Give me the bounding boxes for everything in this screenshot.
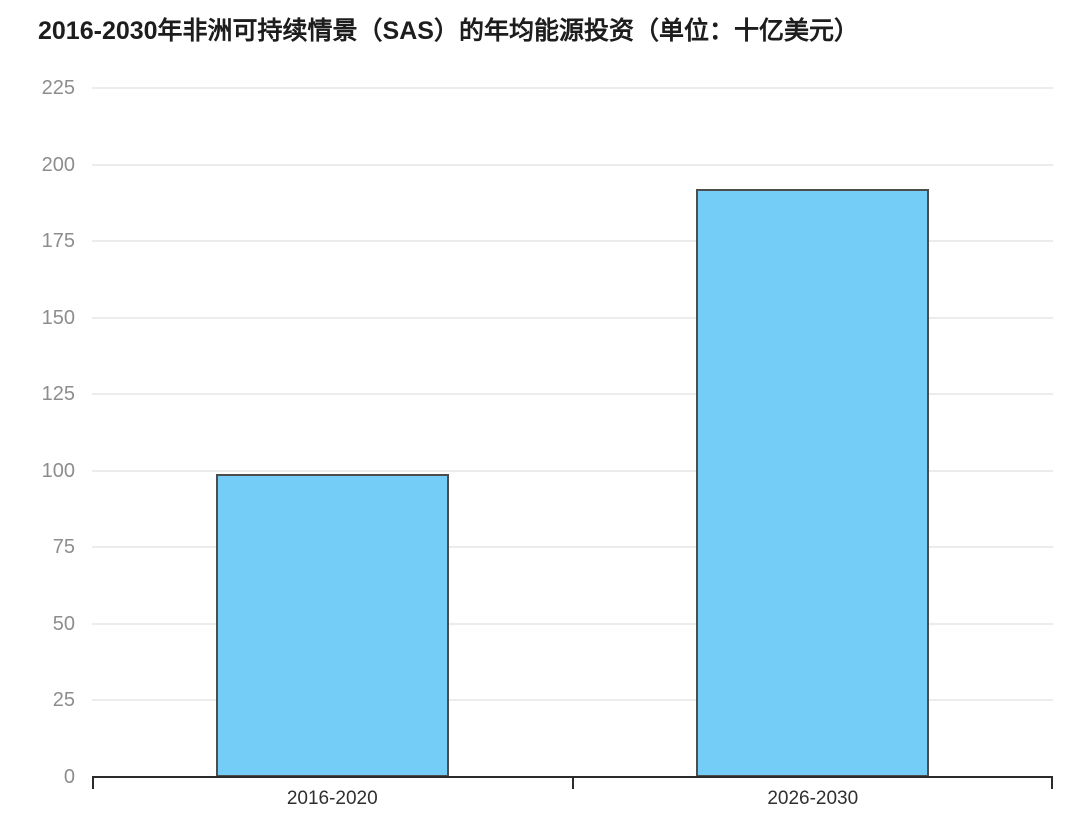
gridline	[92, 240, 1053, 243]
x-axis-tick-label: 2016-2020	[286, 788, 378, 809]
bar-2026-2030	[696, 189, 930, 777]
plot-area	[92, 87, 1053, 777]
bar-2016-2020	[215, 473, 449, 777]
y-axis-tick-label: 200	[41, 153, 75, 176]
gridline	[92, 393, 1053, 396]
gridline	[92, 546, 1053, 549]
gridline	[92, 622, 1053, 625]
y-axis-tick-label: 100	[41, 459, 75, 482]
y-axis-tick-label: 75	[52, 536, 75, 559]
gridline	[92, 163, 1053, 166]
y-axis-tick-label: 50	[52, 612, 75, 635]
chart-title: 2016-2030年非洲可持续情景（SAS）的年均能源投资（单位：十亿美元）	[38, 17, 859, 45]
y-axis-tick-label: 150	[41, 306, 75, 329]
gridline	[92, 469, 1053, 472]
y-axis-tick-label: 225	[41, 77, 75, 99]
y-axis-tick-label: 125	[41, 383, 75, 406]
y-axis-tick-label: 25	[52, 689, 75, 712]
x-axis-tick	[571, 776, 574, 789]
y-axis-tick-label: 175	[41, 230, 75, 253]
y-axis-tick-label: 0	[63, 766, 75, 788]
gridline	[92, 316, 1053, 319]
x-axis-tick	[1051, 776, 1053, 789]
gridline	[92, 87, 1053, 89]
x-axis-tick	[92, 776, 94, 789]
gridline	[92, 699, 1053, 702]
x-axis-tick-label: 2026-2030	[767, 788, 859, 809]
